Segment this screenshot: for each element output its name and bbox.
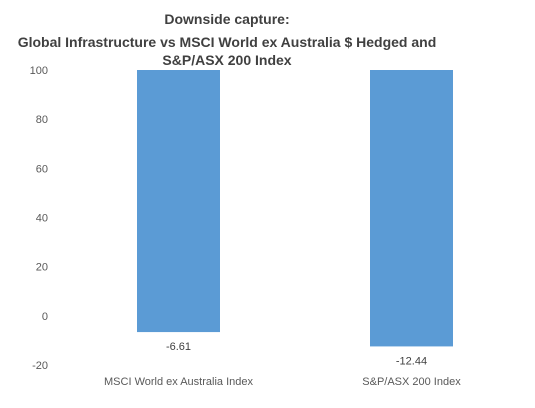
y-tick-label: 0 [42, 311, 48, 323]
x-category-label: S&P/ASX 200 Index [362, 376, 461, 388]
chart-title-line-1: Downside capture: [164, 11, 289, 27]
y-tick-label: 80 [36, 114, 48, 126]
chart-title: Downside capture: Global Infrastructure … [18, 11, 437, 68]
y-tick-label: -20 [32, 360, 48, 372]
y-axis: -20 0 20 40 60 80 100 [30, 65, 48, 372]
chart-title-line-2: Global Infrastructure vs MSCI World ex A… [18, 34, 437, 50]
x-category-label: MSCI World ex Australia Index [104, 376, 253, 388]
bar [370, 70, 453, 347]
data-label: -6.61 [166, 341, 191, 353]
y-tick-label: 100 [30, 65, 48, 77]
y-tick-label: 40 [36, 213, 48, 225]
x-axis: MSCI World ex Australia Index S&P/ASX 200… [104, 376, 461, 388]
bar [137, 70, 220, 333]
y-tick-label: 60 [36, 163, 48, 175]
bar-series [137, 70, 453, 347]
chart-title-line-3: S&P/ASX 200 Index [162, 52, 291, 68]
y-tick-label: 20 [36, 262, 48, 274]
data-label: -12.44 [396, 355, 427, 367]
data-labels: -6.61 -12.44 [166, 341, 427, 367]
